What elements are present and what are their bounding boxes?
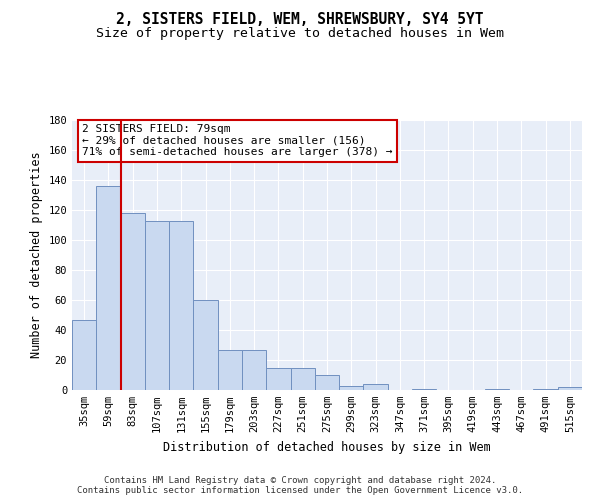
Bar (533, 388, 558, 390)
Bar (266, 368, 290, 390)
Bar (169, 220, 193, 390)
Bar (96, 186, 121, 390)
Bar (290, 368, 315, 390)
Text: 2, SISTERS FIELD, WEM, SHREWSBURY, SY4 5YT: 2, SISTERS FIELD, WEM, SHREWSBURY, SY4 5… (116, 12, 484, 28)
Bar (412, 388, 436, 390)
Bar (121, 213, 145, 390)
Bar (339, 386, 364, 390)
Bar (364, 384, 388, 390)
Text: 2 SISTERS FIELD: 79sqm
← 29% of detached houses are smaller (156)
71% of semi-de: 2 SISTERS FIELD: 79sqm ← 29% of detached… (82, 124, 392, 157)
Bar (218, 350, 242, 390)
Bar (145, 220, 169, 390)
Bar (193, 300, 218, 390)
X-axis label: Distribution of detached houses by size in Wem: Distribution of detached houses by size … (163, 440, 491, 454)
Bar (242, 350, 266, 390)
Y-axis label: Number of detached properties: Number of detached properties (30, 152, 43, 358)
Bar (72, 320, 96, 390)
Bar (558, 387, 582, 390)
Bar (315, 375, 339, 390)
Text: Size of property relative to detached houses in Wem: Size of property relative to detached ho… (96, 28, 504, 40)
Text: Contains HM Land Registry data © Crown copyright and database right 2024.
Contai: Contains HM Land Registry data © Crown c… (77, 476, 523, 495)
Bar (485, 388, 509, 390)
